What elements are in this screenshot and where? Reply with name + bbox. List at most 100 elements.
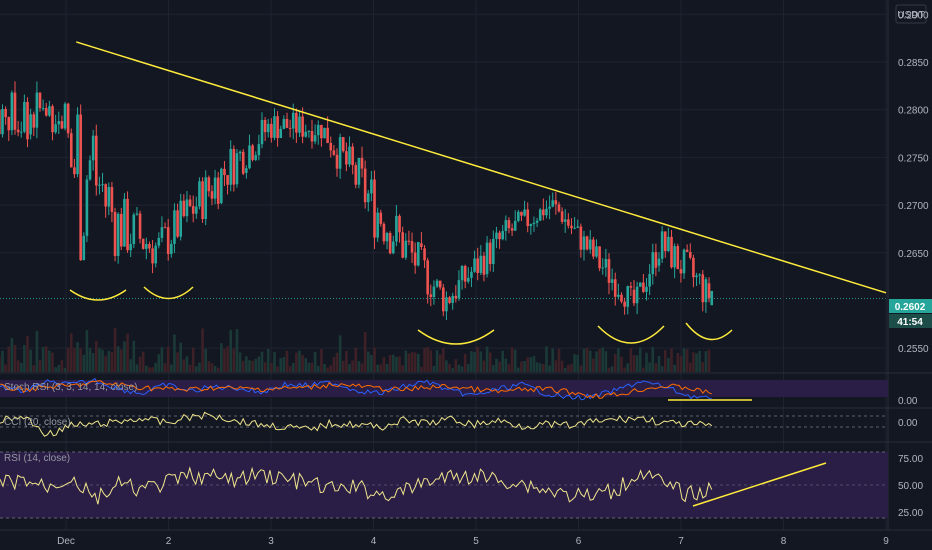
candle-body bbox=[148, 243, 151, 249]
volume-bar bbox=[263, 362, 267, 372]
volume-bar bbox=[16, 360, 20, 372]
candle-body bbox=[476, 258, 479, 273]
candle-body bbox=[157, 237, 161, 246]
rsi-trendline[interactable] bbox=[692, 462, 827, 507]
stoch-rsi-title[interactable]: Stoch RSI (3, 3, 14, 14, close) bbox=[4, 382, 137, 393]
volume-bar bbox=[404, 350, 408, 372]
candle-body bbox=[226, 175, 229, 185]
candle-body bbox=[517, 211, 520, 221]
volume-bar bbox=[413, 352, 417, 372]
candle-body bbox=[0, 109, 1, 135]
candle-body bbox=[335, 154, 339, 169]
candle-body bbox=[94, 135, 98, 186]
candle-body bbox=[13, 92, 17, 130]
volume-bar bbox=[432, 365, 436, 372]
candle-body bbox=[285, 118, 289, 128]
rsi-tick-25: 25.00 bbox=[898, 508, 923, 519]
candle-body bbox=[123, 198, 126, 247]
volume-bar bbox=[216, 367, 220, 372]
candle-body bbox=[376, 212, 379, 238]
volume-bar bbox=[426, 347, 429, 372]
time-tick-label: 9 bbox=[883, 536, 889, 547]
volume-bar bbox=[551, 348, 555, 372]
volume-bar bbox=[607, 367, 611, 372]
candle-body bbox=[116, 213, 120, 256]
volume-bar bbox=[76, 342, 79, 372]
candle-body bbox=[670, 236, 673, 268]
candle-body bbox=[310, 131, 314, 142]
volume-bar bbox=[401, 365, 404, 372]
volume-bar bbox=[482, 360, 486, 372]
volume-bar bbox=[91, 353, 95, 372]
candle-body bbox=[613, 279, 617, 297]
candle-body bbox=[38, 92, 42, 109]
time-tick-label: Dec bbox=[57, 536, 75, 547]
rsi-line-path bbox=[0, 466, 713, 505]
candle-body bbox=[138, 213, 142, 239]
candle-body bbox=[179, 200, 182, 237]
candle-body bbox=[232, 148, 236, 185]
volume-bar bbox=[504, 358, 508, 372]
cci-title[interactable]: CCI (20, close) bbox=[4, 417, 71, 428]
volume-bar bbox=[63, 367, 67, 372]
candle-body bbox=[582, 236, 586, 250]
candle-body bbox=[332, 150, 336, 155]
volume-bar bbox=[235, 329, 239, 372]
volume-bar bbox=[10, 337, 14, 372]
volume-bar bbox=[707, 349, 711, 372]
drawing-annotations[interactable] bbox=[69, 41, 887, 401]
volume-bar bbox=[454, 359, 458, 372]
time-tick-label: 7 bbox=[678, 536, 684, 547]
volume-bar bbox=[38, 360, 42, 372]
candle-body bbox=[504, 220, 508, 232]
candle-body bbox=[482, 255, 486, 275]
countdown-text: 41:54 bbox=[897, 317, 923, 328]
candle-body bbox=[570, 225, 573, 229]
candle-body bbox=[7, 117, 11, 131]
volume-bar bbox=[13, 344, 17, 372]
candle-body bbox=[416, 241, 420, 266]
volume-bar bbox=[701, 362, 705, 372]
candle-body bbox=[563, 219, 567, 222]
candle-body bbox=[698, 274, 701, 276]
volume-bar bbox=[545, 346, 548, 372]
volume-bar bbox=[542, 364, 545, 372]
candle-body bbox=[276, 116, 279, 139]
candle-body bbox=[282, 118, 286, 129]
volume-bar bbox=[366, 351, 370, 372]
volume-bar bbox=[407, 353, 411, 372]
volume-bar bbox=[467, 363, 470, 372]
volume-bar bbox=[279, 358, 283, 372]
candle-body bbox=[51, 106, 54, 133]
volume-bar bbox=[295, 352, 298, 372]
time-tick-label: 2 bbox=[166, 536, 172, 547]
price-trendline bbox=[76, 41, 887, 294]
candle-body bbox=[301, 116, 304, 137]
candle-body bbox=[44, 108, 48, 116]
support-curve-annotation bbox=[685, 322, 733, 341]
volume-bar bbox=[57, 364, 61, 372]
candle-body bbox=[529, 224, 533, 226]
volume-bar bbox=[592, 358, 595, 372]
price-axis-labels[interactable]: 0.2900 0.2850 0.2800 0.2750 0.2700 0.2650 0.25… bbox=[898, 10, 929, 355]
volume-bar bbox=[673, 364, 676, 372]
candle-body bbox=[576, 226, 580, 228]
volume-bar bbox=[69, 333, 73, 372]
candle-body bbox=[363, 168, 367, 203]
volume-bar bbox=[604, 351, 608, 372]
volume-bar bbox=[670, 348, 673, 372]
volume-bar bbox=[4, 364, 7, 372]
volume-bar bbox=[501, 350, 505, 372]
volume-bar bbox=[420, 366, 423, 372]
candle-body bbox=[173, 210, 176, 244]
volume-bar bbox=[104, 355, 107, 372]
volume-bar bbox=[648, 362, 651, 372]
volume-bar bbox=[632, 354, 636, 372]
time-axis-labels[interactable]: Dec 2 3 4 5 6 7 8 9 bbox=[57, 536, 889, 547]
rsi-title[interactable]: RSI (14, close) bbox=[4, 453, 70, 464]
currency-button[interactable] bbox=[895, 4, 927, 24]
candle-body bbox=[429, 294, 433, 297]
candle-body bbox=[532, 222, 536, 225]
candle-body bbox=[273, 116, 276, 138]
